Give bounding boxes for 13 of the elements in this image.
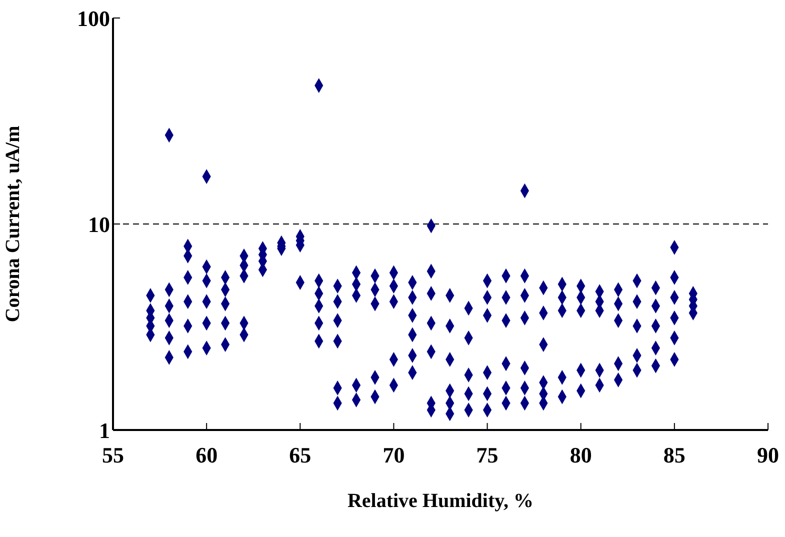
x-tick-label: 70 — [382, 442, 405, 468]
x-tick-label: 65 — [289, 442, 312, 468]
y-tick-label: 1 — [99, 418, 110, 443]
y-tick-label: 100 — [77, 6, 110, 31]
x-tick-label: 60 — [196, 442, 218, 468]
x-axis-title: Relative Humidity, % — [347, 490, 534, 512]
x-tick-label: 75 — [476, 442, 498, 468]
y-tick-label: 10 — [88, 212, 110, 237]
x-tick-label: 55 — [102, 442, 124, 468]
x-tick-label: 90 — [757, 442, 779, 468]
y-axis-title: Corona Current, uA/m — [2, 125, 24, 322]
x-tick-label: 80 — [570, 442, 592, 468]
x-tick-label: 85 — [663, 442, 686, 468]
